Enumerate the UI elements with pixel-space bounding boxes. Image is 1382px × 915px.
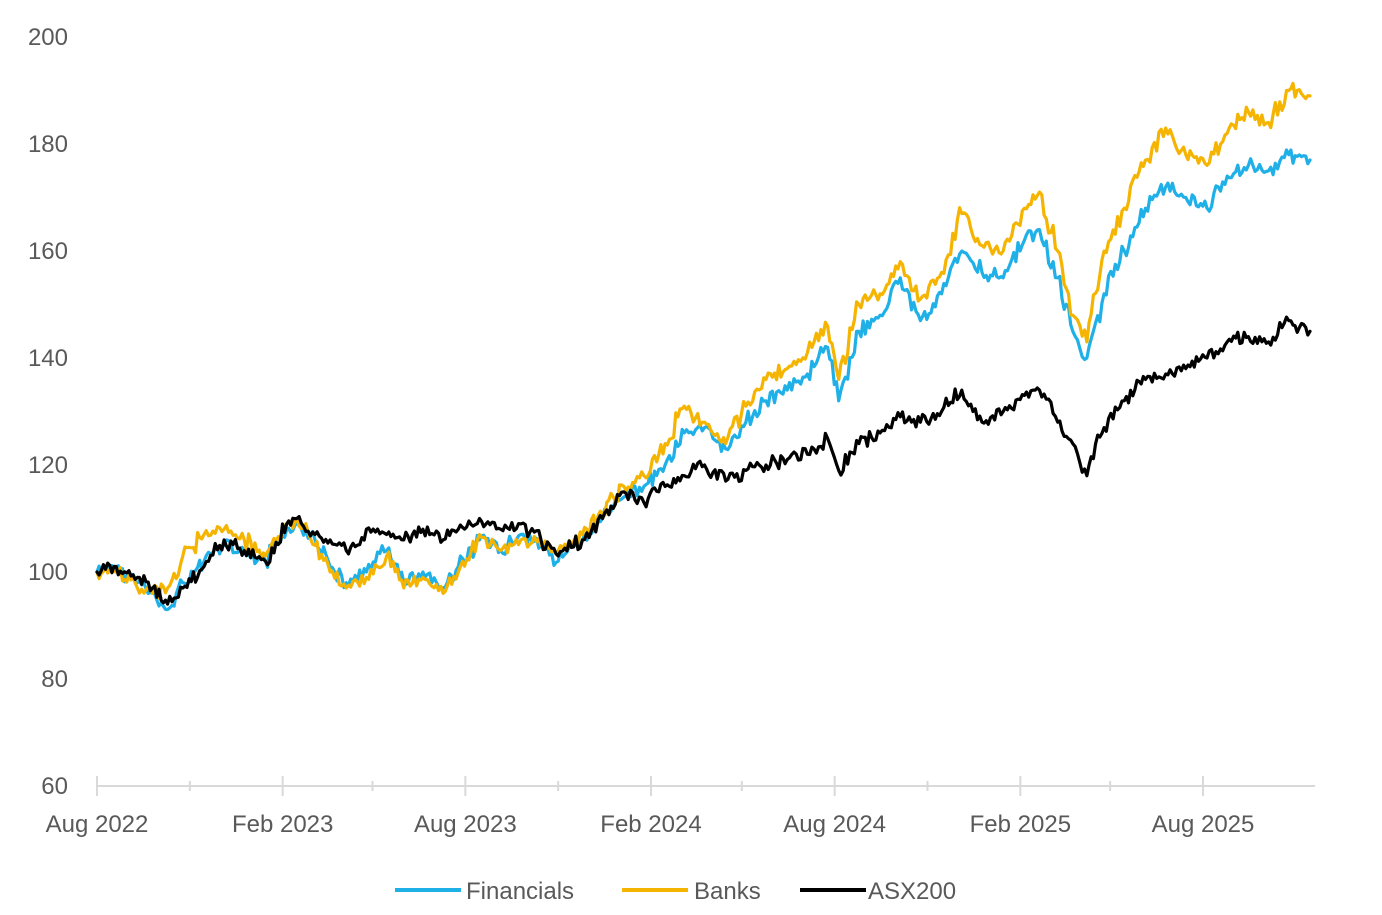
x-tick-label: Aug 2025 (1152, 811, 1255, 838)
y-tick-label-120: 120 (28, 452, 68, 479)
x-tick-label: Feb 2023 (232, 811, 333, 838)
legend-label-financials: Financials (466, 878, 574, 905)
x-tick-label: Aug 2022 (46, 811, 149, 838)
x-tick-label: Aug 2024 (783, 811, 886, 838)
y-tick-label-160: 160 (28, 238, 68, 265)
series-line-financials (95, 148, 1312, 612)
x-axis: Aug 2022 Feb 2023 Aug 2023 Feb 2024 Aug 2024… (46, 776, 1315, 838)
x-tick-label: Aug 2023 (414, 811, 517, 838)
legend-label-asx200: ASX200 (868, 878, 956, 905)
y-tick-label-100: 100 (28, 559, 68, 586)
legend: Financials Banks ASX200 (395, 878, 956, 905)
y-tick-label-180: 180 (28, 131, 68, 158)
y-tick-label-60: 60 (41, 773, 68, 800)
x-tick-label: Feb 2025 (970, 811, 1071, 838)
series-layer (95, 81, 1312, 612)
legend-label-banks: Banks (694, 878, 761, 905)
y-tick-label-140: 140 (28, 345, 68, 372)
x-tick-label: Feb 2024 (600, 811, 701, 838)
y-tick-label-200: 200 (28, 24, 68, 51)
y-tick-label-80: 80 (41, 666, 68, 693)
y-axis-ticks: 60 80 100 120 140 160 180 200 (28, 24, 68, 800)
series-line-banks (95, 81, 1312, 600)
series-line-asx200 (95, 315, 1312, 606)
